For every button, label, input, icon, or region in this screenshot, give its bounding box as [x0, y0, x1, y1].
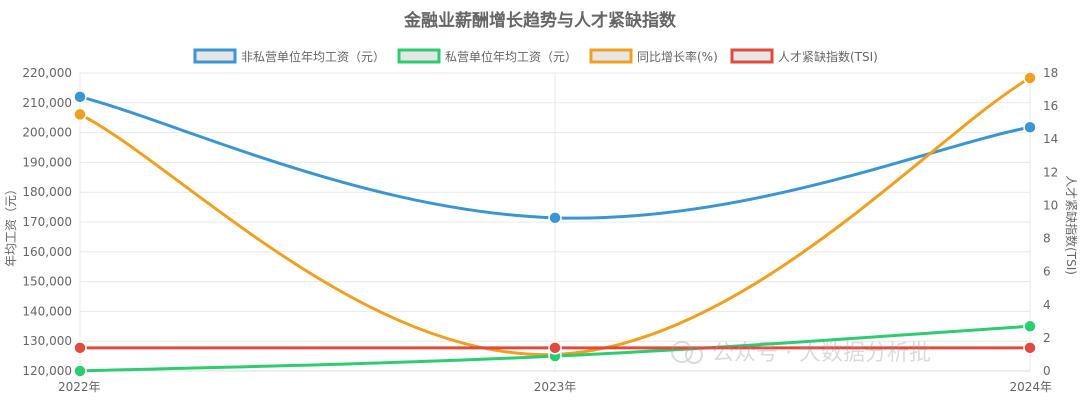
- data-point[interactable]: [73, 107, 87, 122]
- x-tick-label: 2024年: [1009, 380, 1052, 394]
- x-tick-label: 2022年: [58, 380, 101, 394]
- x-axis: 2022年 2023年 2024年: [58, 370, 1052, 394]
- legend-item[interactable]: 私营单位年均工资（元）: [397, 48, 577, 64]
- y-axis-left-title: 年均工资（元）: [4, 183, 18, 267]
- y-left-tick-label: 180,000: [22, 185, 72, 199]
- legend-item[interactable]: 同比增长率(%): [589, 48, 718, 64]
- y-right-tick-label: 10: [1043, 198, 1058, 212]
- y-right-tick-label: 8: [1043, 232, 1051, 246]
- data-point[interactable]: [548, 341, 562, 355]
- y-left-tick-label: 170,000: [22, 215, 72, 229]
- y-left-tick-label: 140,000: [22, 304, 72, 318]
- y-left-tick-label: 210,000: [22, 96, 72, 110]
- y-right-tick-label: 12: [1043, 165, 1058, 179]
- y-axis-right: 0 2 4 6 8 10 12 14 16 18: [1043, 66, 1058, 378]
- watermark-text: 公众号 · 大数据分析批: [712, 341, 931, 366]
- y-left-tick-label: 160,000: [22, 245, 72, 259]
- y-left-tick-label: 130,000: [22, 334, 72, 348]
- data-point[interactable]: [1023, 71, 1037, 85]
- y-left-tick-label: 120,000: [22, 364, 72, 378]
- series: [73, 71, 1037, 378]
- y-left-tick-label: 150,000: [22, 275, 72, 289]
- data-point[interactable]: [73, 90, 87, 104]
- watermark: 公众号 · 大数据分析批: [671, 341, 931, 366]
- y-right-tick-label: 18: [1043, 66, 1058, 80]
- legend-swatch: [730, 48, 774, 64]
- legend-item[interactable]: 非私营单位年均工资（元）: [193, 48, 385, 64]
- legend: 非私营单位年均工资（元） 私营单位年均工资（元） 同比增长率(%) 人才紧缺指数(TS…: [193, 48, 878, 64]
- data-point[interactable]: [1023, 319, 1037, 334]
- legend-label: 私营单位年均工资（元）: [445, 49, 577, 64]
- y-axis-right-title: 人才紧缺指数(TSI): [1064, 175, 1079, 275]
- series-0: [73, 90, 1037, 225]
- chart-title: 金融业薪酬增长趋势与人才紧缺指数: [403, 10, 677, 31]
- legend-label: 同比增长率(%): [637, 49, 718, 64]
- legend-label: 人才紧缺指数(TSI): [778, 49, 878, 64]
- y-left-tick-label: 220,000: [22, 66, 72, 80]
- y-right-tick-label: 6: [1043, 265, 1051, 279]
- series-1: [73, 319, 1037, 378]
- y-right-tick-label: 14: [1043, 132, 1058, 146]
- data-point[interactable]: [1023, 341, 1037, 355]
- x-tick-label: 2023年: [534, 380, 577, 394]
- data-point[interactable]: [73, 364, 87, 378]
- y-right-tick-label: 2: [1043, 331, 1051, 345]
- y-right-tick-label: 0: [1043, 364, 1051, 378]
- data-point[interactable]: [1023, 120, 1037, 134]
- y-left-tick-label: 200,000: [22, 126, 72, 140]
- y-left-tick-label: 190,000: [22, 155, 72, 169]
- y-right-tick-label: 4: [1043, 298, 1051, 312]
- data-point[interactable]: [548, 211, 562, 225]
- legend-swatch: [589, 48, 633, 64]
- series-3: [73, 341, 1037, 355]
- legend-item[interactable]: 人才紧缺指数(TSI): [730, 48, 878, 64]
- legend-swatch: [193, 48, 237, 64]
- legend-swatch: [397, 48, 441, 64]
- legend-label: 非私营单位年均工资（元）: [241, 49, 385, 64]
- y-right-tick-label: 16: [1043, 99, 1058, 113]
- y-axis-left: 120,000 130,000 140,000 150,000 160,000 170,0…: [22, 66, 72, 378]
- data-point[interactable]: [73, 341, 87, 355]
